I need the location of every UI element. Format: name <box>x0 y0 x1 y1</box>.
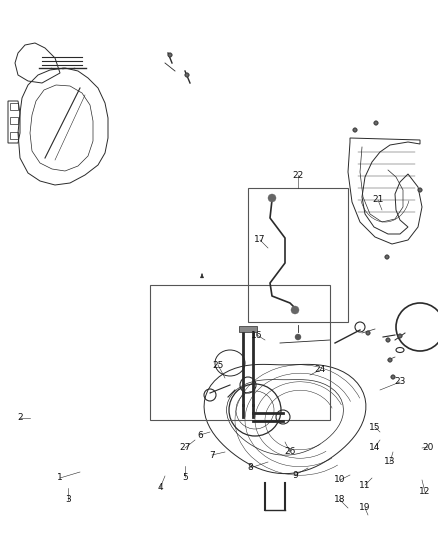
Text: 25: 25 <box>212 360 224 369</box>
Bar <box>10 117 18 124</box>
Circle shape <box>386 256 388 258</box>
Text: 27: 27 <box>179 443 191 453</box>
Circle shape <box>268 194 276 202</box>
Text: 24: 24 <box>314 366 325 375</box>
Text: 17: 17 <box>254 236 266 245</box>
Circle shape <box>185 73 189 77</box>
Circle shape <box>385 255 389 259</box>
Circle shape <box>375 122 377 124</box>
Bar <box>150 285 330 420</box>
Text: 1: 1 <box>57 473 63 482</box>
Text: 11: 11 <box>359 481 371 489</box>
Text: 16: 16 <box>251 330 263 340</box>
Circle shape <box>354 129 356 131</box>
Text: 10: 10 <box>334 475 346 484</box>
Text: 18: 18 <box>334 496 346 505</box>
Text: 22: 22 <box>293 171 304 180</box>
Text: 15: 15 <box>369 423 381 432</box>
Circle shape <box>388 358 392 362</box>
Bar <box>10 132 18 139</box>
Text: 26: 26 <box>284 448 296 456</box>
Text: 21: 21 <box>372 196 384 205</box>
Circle shape <box>295 334 301 340</box>
Bar <box>10 103 18 110</box>
Text: 9: 9 <box>292 471 298 480</box>
Circle shape <box>386 338 390 342</box>
Circle shape <box>367 332 369 334</box>
Bar <box>248 188 348 322</box>
Circle shape <box>169 54 171 56</box>
Text: 12: 12 <box>419 488 431 497</box>
Text: 20: 20 <box>422 442 434 451</box>
Circle shape <box>168 53 172 57</box>
Text: 13: 13 <box>384 457 396 466</box>
Text: 19: 19 <box>359 504 371 513</box>
Circle shape <box>392 376 394 378</box>
Circle shape <box>389 359 391 361</box>
Circle shape <box>418 188 422 192</box>
Circle shape <box>391 375 395 379</box>
Text: 23: 23 <box>394 377 406 386</box>
Circle shape <box>374 121 378 125</box>
Text: 6: 6 <box>197 431 203 440</box>
Text: 14: 14 <box>369 442 381 451</box>
Circle shape <box>291 306 299 314</box>
Text: 5: 5 <box>182 472 188 481</box>
Circle shape <box>419 189 421 191</box>
Text: 8: 8 <box>247 464 253 472</box>
Circle shape <box>399 335 401 337</box>
Text: 4: 4 <box>157 483 163 492</box>
Circle shape <box>398 334 402 338</box>
Text: 2: 2 <box>17 414 23 423</box>
Circle shape <box>366 331 370 335</box>
Text: 7: 7 <box>209 450 215 459</box>
Circle shape <box>353 128 357 132</box>
Text: 3: 3 <box>65 496 71 505</box>
Circle shape <box>186 74 188 76</box>
Circle shape <box>387 339 389 341</box>
Bar <box>239 326 257 332</box>
